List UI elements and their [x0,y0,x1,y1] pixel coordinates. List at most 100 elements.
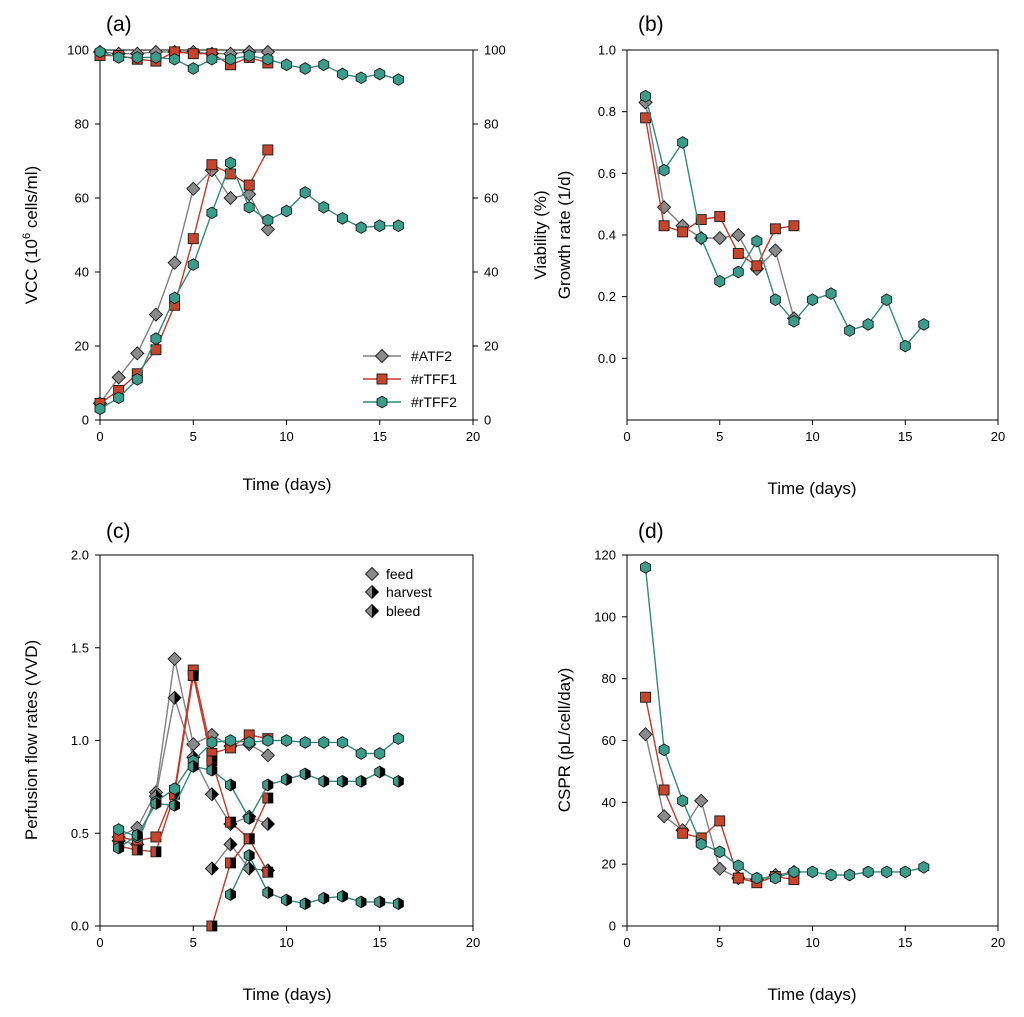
data-point [225,734,237,747]
legend-label-rtff2: #rTFF2 [411,394,457,410]
x-tick-label: 5 [716,935,723,950]
y-tick-label: 0 [82,413,89,428]
y-tick-label: 60 [602,733,616,748]
data-point [844,868,856,882]
data-point [825,868,837,882]
legend-panel-c [364,566,380,619]
data-point [677,827,689,839]
data-point-half [211,787,219,801]
y-tick-label: 0.6 [598,166,616,181]
x-tick-label: 15 [898,935,912,950]
data-point-half [342,890,348,903]
series-rtff2 [640,89,930,353]
data-point [899,865,911,879]
data-point [899,339,911,353]
y-tick-label: 0.4 [598,228,616,243]
data-point [677,226,689,238]
data-point [769,293,781,307]
x-tick-label: 0 [623,429,630,444]
data-point [714,211,726,222]
data-point [677,794,689,808]
panel-b-y-axis-title: Growth rate (1/d) [555,171,574,300]
data-point-half [137,829,143,841]
series-line [99,169,269,404]
data-point [714,845,726,859]
data-point [695,231,707,245]
y-tick-label: 0.2 [598,289,616,304]
data-point-half [230,837,237,851]
data-point [187,62,199,75]
data-point [113,391,125,405]
legend-label-atf2: #ATF2 [411,348,452,364]
panel-b-x-axis-title: Time (days) [767,479,856,498]
data-point-half [249,833,255,844]
panel-a: 0 5 10 15 20 0 20 40 60 80 100 0 20 40 60 80 100 [67,43,505,445]
panel-a-x-axis-title: Time (days) [242,475,331,494]
data-point [825,287,837,300]
data-point [694,793,709,808]
data-point [299,736,311,749]
panel-c-label: (c) [106,520,131,543]
series-rtff1 [640,112,800,272]
right-y-tick-label: 60 [484,191,498,206]
data-point [881,293,893,307]
data-point [242,187,257,202]
series-line [211,843,268,872]
data-point-half [211,862,219,875]
data-point [281,58,292,72]
data-point [751,871,763,885]
data-point [223,190,238,206]
data-point [336,211,348,225]
y-tick-label: 2.0 [71,548,89,563]
data-point [732,859,744,873]
data-point-half [286,894,292,906]
data-point [113,51,125,64]
data-point [169,782,181,796]
data-point [714,815,726,827]
data-point-half [361,775,367,788]
data-point [336,736,348,749]
x-tick-label: 0 [96,429,103,444]
y-tick-label: 100 [594,609,616,624]
data-point [638,727,653,742]
x-tick-label: 15 [373,935,387,950]
x-tick-label: 5 [716,429,723,444]
x-tick-label: 10 [279,935,293,950]
data-point [148,307,164,322]
series-line [644,96,925,348]
series-atf2 [638,95,802,326]
data-point-half [267,817,275,831]
data-point [206,159,218,171]
series-line [229,853,399,905]
y-tick-label: 80 [602,671,616,686]
panel-d-y-axis-title: CSPR (pL/cell/day) [555,668,574,813]
legend-marker-half [372,604,379,618]
data-point [260,222,276,237]
data-point [243,179,255,191]
data-point [94,402,106,416]
data-point [187,233,199,245]
data-point [677,136,689,149]
series-rtff2 [94,45,404,416]
data-point [131,51,143,64]
data-point [918,318,930,331]
data-point [113,823,125,836]
x-tick-label: 15 [373,429,387,444]
y-tick-label: 40 [75,265,89,280]
data-point-half [211,921,217,931]
y-tick-label: 20 [75,339,89,354]
y-tick-label: 0.0 [598,351,616,366]
data-point-half [230,779,236,791]
x-tick-label: 20 [466,935,480,950]
data-point [732,872,744,884]
data-point [281,734,292,747]
data-point [262,213,274,227]
data-point [712,230,727,246]
data-point [695,214,707,226]
data-point [318,58,330,72]
data-point [844,324,856,337]
right-y-tick-label: 40 [484,265,498,280]
data-point [751,260,763,272]
data-point [714,274,726,288]
panel-c-y-axis-title: Perfusion flow rates (VVD) [22,640,41,840]
